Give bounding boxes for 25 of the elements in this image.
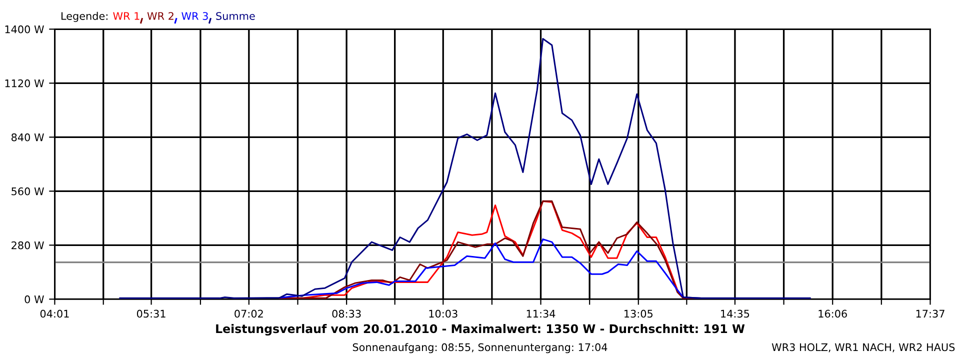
x-tick-label: 11:34: [526, 310, 556, 318]
text: Leistungsverlauf vom 20.01.2010 - Maximalwert: 1350 W - Durchschnitt: 191 W: [216, 324, 745, 336]
x-tick-label: 17:37: [916, 310, 944, 318]
text: Sonnenaufgang: 08:55, Sonnenuntergang: 17:04: [352, 343, 608, 354]
x-tick-label: 08:33: [332, 310, 361, 318]
x-tick-label: 16:06: [818, 310, 847, 318]
y-tick-label: 840 W: [12, 133, 44, 142]
legend-label: WR 2: [147, 12, 174, 20]
y-tick-label: 1120 W: [5, 79, 44, 88]
x-tick-label: 04:01: [40, 310, 69, 318]
x-tick-label: 07:02: [234, 310, 263, 318]
x-tick-label: 05:31: [136, 310, 166, 318]
x-tick-label: 13:05: [624, 310, 652, 318]
y-tick-label: 280 W: [12, 241, 44, 250]
legend-label: Summe: [216, 12, 255, 20]
y-tick-label: 0 W: [24, 295, 44, 304]
legend-title: Legende:: [62, 12, 108, 22]
x-tick-label: 14:35: [721, 310, 750, 318]
y-tick-label: 1400 W: [5, 25, 44, 34]
text: WR3 HOLZ, WR1 NACH, WR2 HAUS: [772, 343, 955, 352]
line-series: [119, 38, 811, 299]
legend-label: WR 3: [182, 12, 208, 20]
y-tick-label: 560 W: [12, 187, 44, 196]
text: WR 1: [113, 12, 140, 20]
x-tick-label: 10:03: [429, 310, 458, 318]
